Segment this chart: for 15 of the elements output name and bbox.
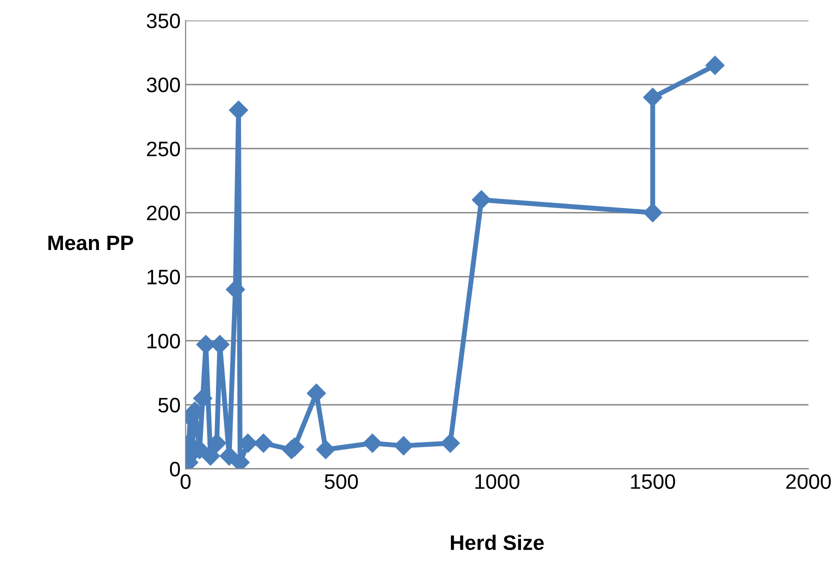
- x-axis-title: Herd Size: [450, 534, 544, 550]
- y-tick-label: 300: [146, 78, 180, 92]
- x-tick-label: 2000: [786, 474, 831, 489]
- y-tick-label: 50: [158, 398, 180, 413]
- y-tick-label: 100: [148, 334, 180, 348]
- y-tick-label: 200: [147, 206, 180, 220]
- y-tick-label: 250: [147, 142, 180, 156]
- y-axis-title: Mean PP: [48, 236, 134, 250]
- y-tick-label: 150: [148, 270, 180, 284]
- x-tick-label: 1500: [631, 474, 676, 489]
- y-tick-label: 0: [170, 462, 180, 477]
- x-tick-label: 1000: [475, 474, 520, 489]
- x-tick-label: 500: [324, 474, 358, 489]
- y-tick-label: 350: [146, 14, 180, 28]
- x-tick-label: 0: [180, 474, 191, 489]
